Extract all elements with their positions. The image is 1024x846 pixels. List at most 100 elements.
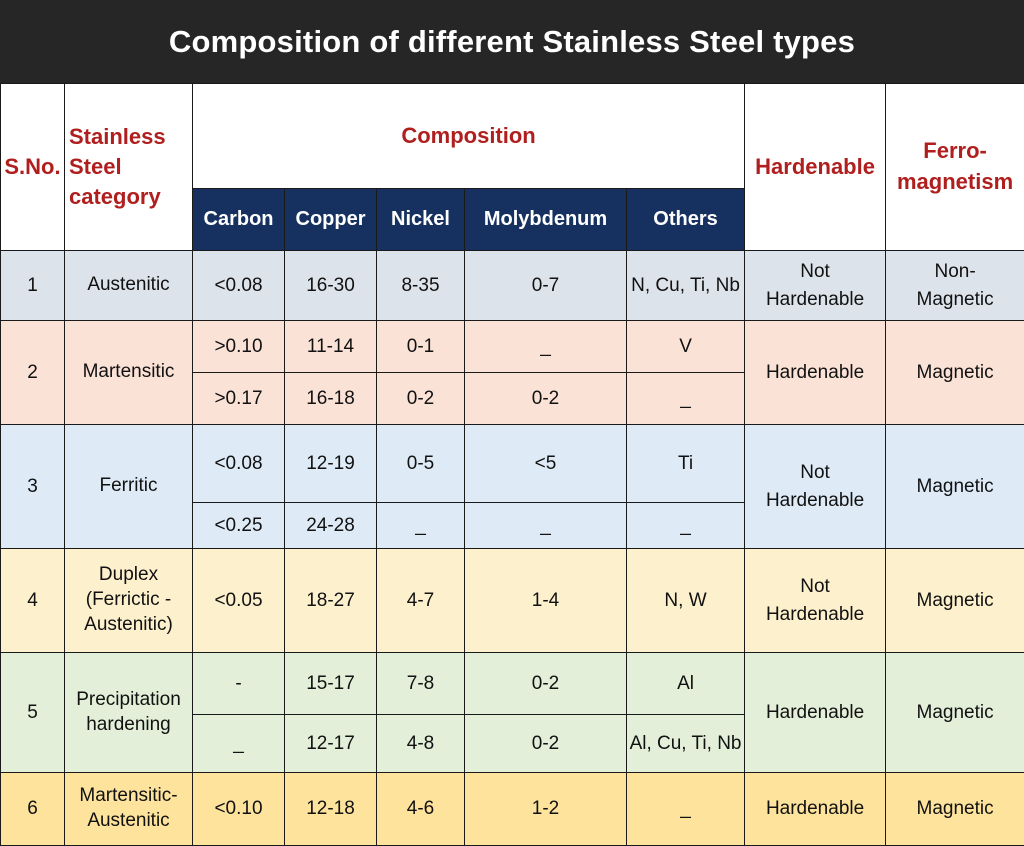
header-carbon: Carbon <box>193 189 285 251</box>
cell-magnetism-line: Non- <box>888 258 1022 286</box>
cell-others: Ti <box>627 425 745 503</box>
cell-hardenable: Not Hardenable <box>745 549 886 653</box>
cell-molybdenum: 1-4 <box>465 549 627 653</box>
cell-category: Duplex (Ferrictic - Austenitic) <box>65 549 193 653</box>
cell-carbon: <0.08 <box>193 425 285 503</box>
header-copper: Copper <box>285 189 377 251</box>
header-sno: S.No. <box>1 84 65 251</box>
cell-nickel: 0-2 <box>377 373 465 425</box>
cell-sno: 3 <box>1 425 65 549</box>
table-row: 2 Martensitic >0.10 11-14 0-1 _ V Harden… <box>1 321 1024 373</box>
cell-molybdenum: 0-2 <box>465 653 627 715</box>
cell-molybdenum: 0-2 <box>465 715 627 773</box>
cell-hardenable: Hardenable <box>745 773 886 846</box>
cell-hardenable: Not Hardenable <box>745 251 886 321</box>
cell-others: _ <box>627 773 745 846</box>
cell-copper: 24-28 <box>285 503 377 549</box>
header-ferromagnetism: Ferro- magnetism <box>886 84 1024 251</box>
cell-category-line: Duplex <box>67 563 190 588</box>
cell-carbon: <0.05 <box>193 549 285 653</box>
cell-copper: 12-19 <box>285 425 377 503</box>
page-title: Composition of different Stainless Steel… <box>0 0 1024 83</box>
cell-category-line: Martensitic- <box>67 784 190 809</box>
cell-hardenable-line: Hardenable <box>747 487 883 515</box>
cell-molybdenum: 0-7 <box>465 251 627 321</box>
cell-hardenable: Hardenable <box>745 653 886 773</box>
cell-category-line: hardening <box>67 713 190 738</box>
cell-magnetism-line: Magnetic <box>888 286 1022 314</box>
cell-hardenable: Hardenable <box>745 321 886 425</box>
header-ferro-line1: Ferro- <box>888 136 1022 167</box>
cell-category-line: Austenitic <box>67 809 190 834</box>
cell-molybdenum: _ <box>465 321 627 373</box>
cell-others: V <box>627 321 745 373</box>
cell-copper: 16-18 <box>285 373 377 425</box>
cell-sno: 1 <box>1 251 65 321</box>
header-others: Others <box>627 189 745 251</box>
cell-others: N, W <box>627 549 745 653</box>
cell-carbon: _ <box>193 715 285 773</box>
cell-molybdenum: <5 <box>465 425 627 503</box>
cell-carbon: >0.17 <box>193 373 285 425</box>
cell-hardenable-line: Not <box>747 459 883 487</box>
table-row: 5 Precipitation hardening - 15-17 7-8 0-… <box>1 653 1024 715</box>
cell-category: Austenitic <box>65 251 193 321</box>
cell-sno: 5 <box>1 653 65 773</box>
cell-copper: 18-27 <box>285 549 377 653</box>
cell-magnetism: Magnetic <box>886 549 1024 653</box>
cell-sno: 4 <box>1 549 65 653</box>
cell-molybdenum: _ <box>465 503 627 549</box>
cell-others: _ <box>627 503 745 549</box>
cell-nickel: 4-6 <box>377 773 465 846</box>
cell-carbon: <0.10 <box>193 773 285 846</box>
cell-molybdenum: 0-2 <box>465 373 627 425</box>
header-ferro-line2: magnetism <box>888 167 1022 198</box>
cell-hardenable-line: Not <box>747 258 883 286</box>
cell-nickel: 4-7 <box>377 549 465 653</box>
cell-copper: 12-18 <box>285 773 377 846</box>
table-row: 4 Duplex (Ferrictic - Austenitic) <0.05 … <box>1 549 1024 653</box>
cell-category: Ferritic <box>65 425 193 549</box>
cell-nickel: 0-1 <box>377 321 465 373</box>
cell-category: Martensitic <box>65 321 193 425</box>
cell-magnetism: Magnetic <box>886 653 1024 773</box>
cell-hardenable-line: Not <box>747 573 883 601</box>
cell-hardenable: Not Hardenable <box>745 425 886 549</box>
cell-magnetism: Magnetic <box>886 321 1024 425</box>
cell-others: Al, Cu, Ti, Nb <box>627 715 745 773</box>
header-composition: Composition <box>193 84 745 189</box>
cell-category: Martensitic- Austenitic <box>65 773 193 846</box>
cell-magnetism: Magnetic <box>886 425 1024 549</box>
cell-category-line: (Ferrictic - <box>67 588 190 613</box>
cell-category: Precipitation hardening <box>65 653 193 773</box>
cell-carbon: <0.25 <box>193 503 285 549</box>
cell-others: N, Cu, Ti, Nb <box>627 251 745 321</box>
cell-category-line: Austenitic) <box>67 613 190 638</box>
cell-carbon: <0.08 <box>193 251 285 321</box>
cell-sno: 6 <box>1 773 65 846</box>
table-row: 6 Martensitic- Austenitic <0.10 12-18 4-… <box>1 773 1024 846</box>
cell-magnetism: Non- Magnetic <box>886 251 1024 321</box>
header-molybdenum: Molybdenum <box>465 189 627 251</box>
composition-table: S.No. Stainless Steel category Compositi… <box>0 83 1024 846</box>
cell-copper: 15-17 <box>285 653 377 715</box>
header-nickel: Nickel <box>377 189 465 251</box>
cell-hardenable-line: Hardenable <box>747 286 883 314</box>
cell-others: _ <box>627 373 745 425</box>
cell-copper: 12-17 <box>285 715 377 773</box>
table-row: 3 Ferritic <0.08 12-19 0-5 <5 Ti Not Har… <box>1 425 1024 503</box>
cell-carbon: >0.10 <box>193 321 285 373</box>
cell-sno: 2 <box>1 321 65 425</box>
cell-copper: 11-14 <box>285 321 377 373</box>
cell-category-line: Precipitation <box>67 688 190 713</box>
cell-molybdenum: 1-2 <box>465 773 627 846</box>
cell-copper: 16-30 <box>285 251 377 321</box>
cell-others: Al <box>627 653 745 715</box>
cell-nickel: 7-8 <box>377 653 465 715</box>
header-hardenable: Hardenable <box>745 84 886 251</box>
cell-magnetism: Magnetic <box>886 773 1024 846</box>
cell-nickel: 0-5 <box>377 425 465 503</box>
table-row: 1 Austenitic <0.08 16-30 8-35 0-7 N, Cu,… <box>1 251 1024 321</box>
cell-nickel: _ <box>377 503 465 549</box>
cell-hardenable-line: Hardenable <box>747 601 883 629</box>
